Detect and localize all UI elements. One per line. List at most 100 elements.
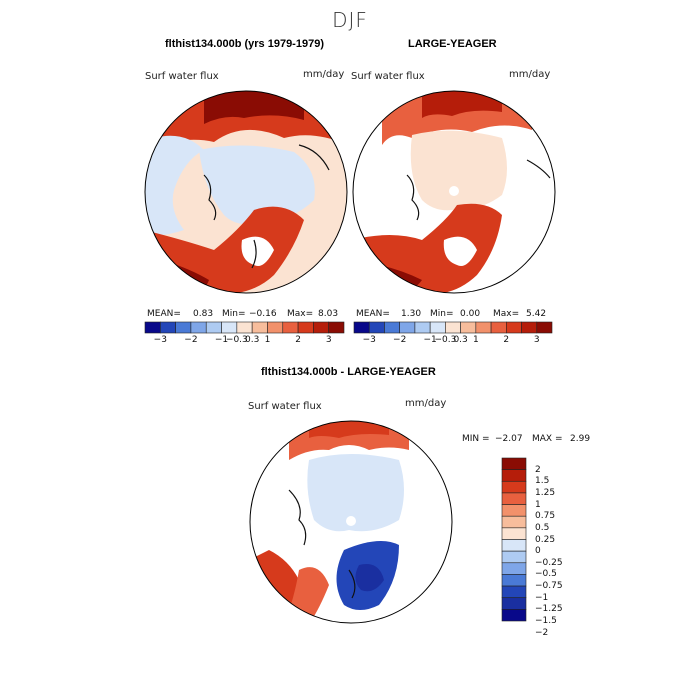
colorbar-tick-label: 3 — [325, 335, 332, 345]
colorbar-swatch — [501, 492, 527, 505]
colorbar-tick-label: −0.3 — [225, 335, 248, 345]
colorbar-tick-label: −3 — [362, 335, 376, 345]
colorbar-swatch — [536, 321, 553, 334]
colorbar-swatch — [501, 562, 527, 575]
panel1-min-value: −0.16 — [249, 309, 277, 319]
panel2-min-label: Min= — [430, 309, 454, 319]
panel1-polar-map — [144, 90, 348, 294]
colorbar-swatch — [501, 480, 527, 494]
colorbar-swatch — [353, 321, 370, 334]
colorbar-swatch — [190, 321, 207, 334]
panel3-max-value: 2.99 — [570, 434, 591, 444]
panel2-mean-value: 1.30 — [401, 309, 422, 319]
colorbar-swatch — [313, 321, 329, 334]
panel2-max-value: 5.42 — [526, 309, 547, 319]
panel2-units-label: mm/day — [509, 69, 551, 80]
colorbar-tick-label: 1.25 — [535, 487, 556, 498]
panel3-title: flthist134.000b - LARGE-YEAGER — [261, 366, 436, 378]
panel2-colorbar — [353, 321, 553, 334]
colorbar-swatch — [501, 574, 527, 587]
figure-season-title: DJF — [332, 8, 368, 32]
panel3-min-value: −2.07 — [495, 434, 523, 444]
colorbar-swatch — [501, 469, 527, 482]
colorbar-tick-label: 1 — [472, 335, 479, 345]
colorbar-tick-label: −1.25 — [535, 604, 563, 615]
colorbar-swatch — [267, 321, 284, 334]
panel2-variable-label: Surf water flux — [351, 71, 425, 82]
colorbar-tick-label: 0.5 — [535, 522, 550, 533]
colorbar-swatch — [160, 321, 176, 334]
colorbar-swatch — [501, 585, 527, 599]
panel1-mean-label: MEAN= — [147, 309, 181, 319]
colorbar-swatch — [414, 321, 431, 334]
colorbar-swatch — [490, 321, 507, 334]
colorbar-swatch — [429, 321, 446, 334]
colorbar-tick-label: −0.25 — [535, 557, 563, 568]
colorbar-tick-label: −0.3 — [434, 335, 457, 345]
colorbar-tick-label: 0.3 — [453, 335, 468, 345]
colorbar-swatch — [175, 321, 192, 334]
colorbar-tick-label: 1.5 — [535, 476, 550, 487]
panel3-units-label: mm/day — [405, 398, 447, 409]
colorbar-swatch — [205, 321, 222, 334]
panel1-title: flthist134.000b (yrs 1979-1979) — [165, 38, 324, 50]
colorbar-tick-label: 2 — [535, 464, 541, 475]
panel1-variable-label: Surf water flux — [145, 71, 219, 82]
panel2-mean-label: MEAN= — [356, 309, 390, 319]
colorbar-swatch — [236, 321, 253, 334]
panel1-colorbar-labels: −3 −2 −1 −0.3 0.3 1 2 3 — [145, 335, 344, 347]
panel3-min-label: MIN = — [462, 434, 490, 444]
panel1-max-label: Max= — [287, 309, 314, 319]
colorbar-swatch — [501, 504, 527, 517]
colorbar-tick-label: 0.3 — [244, 335, 260, 345]
panel3-max-label: MAX = — [532, 434, 563, 444]
colorbar-swatch — [501, 550, 527, 564]
colorbar-swatch — [251, 321, 268, 334]
colorbar-tick-label: 0.75 — [535, 511, 556, 522]
panel2-polar-map — [352, 90, 556, 294]
colorbar-tick-label: −1.5 — [535, 616, 557, 626]
colorbar-tick-label: −3 — [153, 335, 167, 345]
colorbar-tick-label: −1 — [535, 592, 549, 603]
panel2-max-label: Max= — [493, 309, 520, 319]
colorbar-tick-label: −2 — [393, 335, 407, 345]
colorbar-tick-label: 2 — [503, 335, 510, 345]
colorbar-tick-label: 3 — [533, 335, 540, 345]
colorbar-swatch — [475, 321, 492, 334]
colorbar-swatch — [460, 321, 477, 334]
panel1-mean-value: 0.83 — [193, 309, 214, 319]
panel3-colorbar-labels: 2 1.5 1.25 1 0.75 0.5 0.25 0 −0.25 −0.5 −0.75 −1 −1.… — [535, 458, 575, 638]
colorbar-tick-label: 1 — [264, 335, 271, 345]
colorbar-swatch — [282, 321, 299, 334]
panel1-max-value: 8.03 — [318, 309, 339, 319]
panel2-colorbar-labels: −3 −2 −1 −0.3 0.3 1 2 3 — [354, 335, 552, 347]
colorbar-tick-label: −0.5 — [535, 569, 557, 580]
panel3-variable-label: Surf water flux — [248, 401, 322, 412]
colorbar-tick-label: −2 — [184, 335, 198, 345]
colorbar-swatch — [501, 597, 527, 610]
colorbar-tick-label: 1 — [535, 499, 541, 510]
colorbar-swatch — [501, 457, 527, 470]
colorbar-swatch — [221, 321, 238, 334]
colorbar-tick-label: −0.75 — [535, 581, 563, 592]
colorbar-swatch — [506, 321, 522, 334]
colorbar-swatch — [445, 321, 461, 334]
colorbar-swatch — [501, 527, 527, 540]
colorbar-swatch — [297, 321, 314, 334]
colorbar-swatch — [501, 609, 527, 622]
panel3-polar-map — [249, 420, 453, 624]
panel1-min-label: Min= — [222, 309, 246, 319]
panel2-title: LARGE-YEAGER — [408, 38, 497, 50]
panel1-units-label: mm/day — [303, 69, 345, 80]
panel1-colorbar — [144, 321, 345, 334]
colorbar-tick-label: 0 — [535, 546, 541, 557]
colorbar-tick-label: −2 — [535, 627, 549, 638]
colorbar-swatch — [399, 321, 416, 334]
colorbar-swatch — [501, 515, 527, 529]
colorbar-swatch — [144, 321, 161, 334]
colorbar-swatch — [384, 321, 400, 334]
panel3-vertical-colorbar — [501, 457, 527, 622]
colorbar-tick-label: 2 — [295, 335, 301, 345]
colorbar-tick-label: −1 — [423, 335, 437, 345]
colorbar-tick-label: −1 — [214, 335, 229, 345]
